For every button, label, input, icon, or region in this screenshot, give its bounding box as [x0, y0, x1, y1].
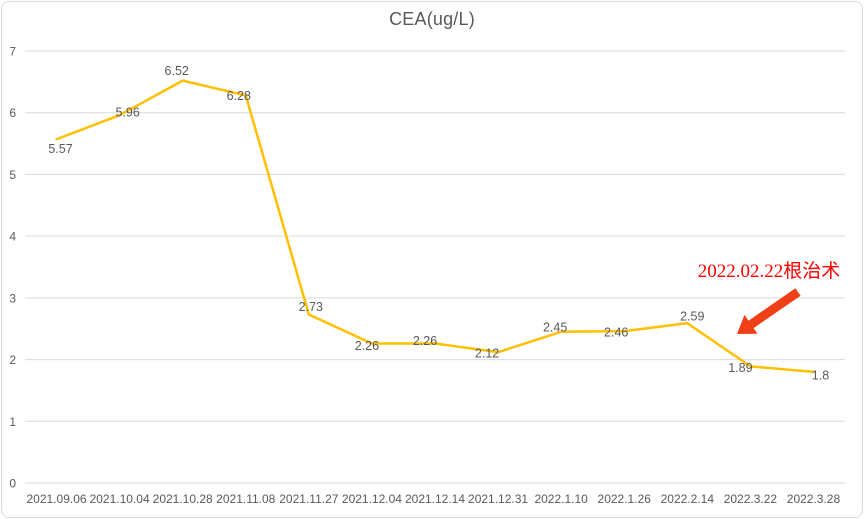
y-tick-label: 1	[9, 415, 16, 429]
y-tick-label: 5	[9, 168, 16, 182]
x-tick-label: 2021.11.27	[279, 492, 338, 506]
data-point-label: 2.59	[680, 310, 704, 324]
x-tick-label: 2022.1.26	[598, 492, 652, 506]
x-tick-label: 2021.10.28	[153, 492, 213, 506]
x-tick-label: 2022.3.28	[787, 492, 841, 506]
y-tick-label: 7	[9, 45, 16, 59]
x-tick-label: 2021.10.04	[90, 492, 150, 506]
data-point-label: 5.96	[115, 106, 139, 120]
y-tick-label: 0	[9, 477, 16, 491]
y-tick-label: 2	[9, 353, 16, 367]
x-tick-label: 2022.2.14	[661, 492, 715, 506]
annotation-label: 2022.02.22根治术	[698, 260, 841, 282]
data-point-label: 6.52	[165, 64, 189, 78]
data-point-label: 2.12	[475, 347, 499, 361]
y-tick-label: 4	[9, 230, 16, 244]
down-left-arrow-icon	[737, 288, 801, 334]
data-point-label: 5.57	[48, 142, 72, 156]
data-point-label: 1.8	[812, 368, 829, 382]
data-point-label: 2.45	[543, 320, 567, 334]
data-point-label: 2.26	[355, 339, 379, 353]
x-tick-label: 2021.12.14	[405, 492, 465, 506]
data-point-label: 6.28	[227, 89, 251, 103]
y-tick-label: 3	[9, 291, 16, 305]
x-tick-label: 2021.12.04	[342, 492, 402, 506]
chart-title: CEA(ug/L)	[389, 9, 475, 29]
x-tick-label: 2021.12.31	[468, 492, 528, 506]
data-point-label: 2.73	[299, 300, 323, 314]
x-tick-label: 2021.11.08	[216, 492, 275, 506]
x-tick-label: 2022.3.22	[724, 492, 778, 506]
x-tick-label: 2021.09.06	[27, 492, 87, 506]
data-point-label: 2.26	[413, 334, 437, 348]
data-point-label: 2.46	[604, 326, 628, 340]
series-line	[55, 79, 815, 374]
y-tick-label: 6	[9, 106, 16, 120]
x-tick-label: 2022.1.10	[534, 492, 588, 506]
data-point-label: 1.89	[728, 361, 752, 375]
